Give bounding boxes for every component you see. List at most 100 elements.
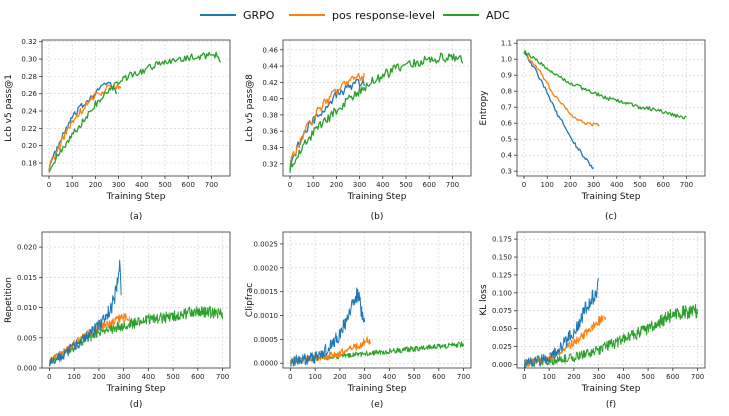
y-tick-label: 1.0 [501, 56, 512, 64]
y-axis-label: Lcb v5 pass@8 [245, 74, 255, 142]
y-tick-label: 0.150 [492, 254, 512, 262]
y-tick-label: 0.36 [262, 128, 278, 136]
x-axis-label: Training Step [581, 192, 641, 202]
y-tick-label: 0.6 [501, 120, 513, 128]
x-tick-label: 200 [564, 181, 577, 189]
x-tick-label: 100 [306, 181, 319, 189]
series-line-adc [523, 50, 687, 120]
legend: GRPO pos response-level ADC [200, 9, 510, 22]
x-axis-label: Training Step [347, 384, 407, 394]
panel-caption: (a) [130, 212, 143, 222]
y-tick-label: 0.075 [492, 307, 512, 315]
y-tick-label: 0.100 [492, 289, 512, 297]
x-tick-label: 500 [166, 373, 179, 381]
y-tick-label: 0.3 [501, 168, 512, 176]
x-tick-label: 400 [610, 181, 623, 189]
x-tick-label: 0 [522, 373, 526, 381]
x-tick-label: 700 [205, 181, 218, 189]
x-tick-label: 200 [330, 181, 343, 189]
x-axis-label: Training Step [581, 384, 641, 394]
x-tick-label: 600 [191, 373, 204, 381]
y-tick-label: 0.28 [21, 73, 37, 81]
series-line-adc [289, 52, 464, 173]
y-tick-label: 0.5 [501, 136, 512, 144]
x-tick-label: 300 [587, 181, 600, 189]
x-tick-label: 500 [407, 373, 420, 381]
y-tick-label: 0.38 [262, 111, 278, 119]
x-tick-label: 500 [633, 181, 646, 189]
x-tick-label: 700 [457, 373, 470, 381]
plot-frame [516, 39, 706, 177]
chart-panel-3: 0 100 200 300 400 500 600 700 0.3 0.4 0.5 0.6 0.7 0.8… [479, 39, 706, 222]
x-tick-label: 0 [47, 373, 51, 381]
series-line-grpo [48, 81, 117, 171]
y-tick-label: 0.175 [492, 236, 512, 244]
series-line-adc [523, 303, 699, 368]
plot-frame [282, 231, 472, 369]
y-axis-label: Repetition [4, 277, 14, 323]
y-tick-label: 1.1 [501, 40, 512, 48]
chart-panel-5: 0 100 200 300 400 500 600 700 0.0000 0.0005 0.0010… [245, 231, 472, 410]
x-tick-label: 200 [567, 373, 580, 381]
x-tick-label: 300 [592, 373, 605, 381]
y-tick-label: 0.005 [17, 334, 37, 342]
x-tick-label: 0 [288, 181, 292, 189]
y-tick-label: 0.46 [262, 46, 278, 54]
x-tick-label: 400 [617, 373, 630, 381]
series-line-grpo [523, 277, 600, 368]
x-tick-label: 300 [112, 181, 125, 189]
panel-caption: (d) [130, 400, 143, 410]
y-tick-label: 0.020 [17, 244, 37, 252]
y-axis-label: Lcb v5 pass@1 [4, 74, 14, 142]
x-tick-label: 0 [288, 373, 292, 381]
panel-caption: (e) [371, 400, 384, 410]
x-tick-label: 700 [216, 373, 229, 381]
y-axis-label: Clipfrac [245, 283, 255, 317]
y-axis-label: Entropy [479, 90, 489, 126]
x-tick-label: 600 [182, 181, 195, 189]
y-tick-label: 0.050 [492, 325, 512, 333]
legend-label-pos-response-level: pos response-level [332, 9, 435, 22]
y-tick-label: 0.010 [17, 304, 37, 312]
y-tick-label: 0.22 [21, 125, 37, 133]
series-line-adc [48, 305, 224, 366]
x-tick-label: 600 [432, 373, 445, 381]
plot-frame [282, 39, 472, 177]
x-tick-label: 700 [446, 181, 459, 189]
x-tick-label: 300 [353, 181, 366, 189]
y-tick-label: 0.32 [262, 160, 278, 168]
series-line-grpo [289, 78, 365, 171]
x-tick-label: 400 [376, 181, 389, 189]
series-line-pos-response-level [48, 83, 122, 171]
series-line-grpo [48, 259, 122, 367]
x-axis-label: Training Step [106, 192, 166, 202]
x-tick-label: 200 [92, 373, 105, 381]
y-tick-label: 0.26 [21, 90, 37, 98]
y-tick-label: 0.7 [501, 104, 512, 112]
x-tick-label: 700 [691, 373, 704, 381]
series-line-grpo [523, 52, 594, 170]
y-tick-label: 0.4 [501, 152, 513, 160]
x-tick-label: 600 [657, 181, 670, 189]
x-tick-label: 400 [142, 373, 155, 381]
series-line-pos-response-level [289, 72, 365, 169]
x-tick-label: 600 [666, 373, 679, 381]
y-tick-label: 0.18 [21, 160, 37, 168]
y-tick-label: 0.0020 [254, 264, 279, 272]
panel-caption: (f) [606, 400, 616, 410]
x-tick-label: 0 [522, 181, 526, 189]
y-tick-label: 0.24 [21, 108, 37, 116]
x-tick-label: 100 [308, 373, 321, 381]
x-tick-label: 100 [542, 373, 555, 381]
plot-frame [41, 231, 231, 369]
y-tick-label: 0.9 [501, 72, 512, 80]
y-tick-label: 0.20 [21, 142, 37, 150]
x-tick-label: 100 [65, 181, 78, 189]
y-tick-label: 0.015 [17, 274, 37, 282]
y-tick-label: 0.000 [492, 361, 512, 369]
x-tick-label: 300 [358, 373, 371, 381]
series-line-pos-response-level [523, 314, 607, 368]
chart-panel-2: 0 100 200 300 400 500 600 700 0.32 0.34 0.36 0.38 0.… [245, 39, 472, 222]
y-axis-label: KL loss [479, 284, 489, 315]
y-tick-label: 0.0010 [254, 312, 279, 320]
